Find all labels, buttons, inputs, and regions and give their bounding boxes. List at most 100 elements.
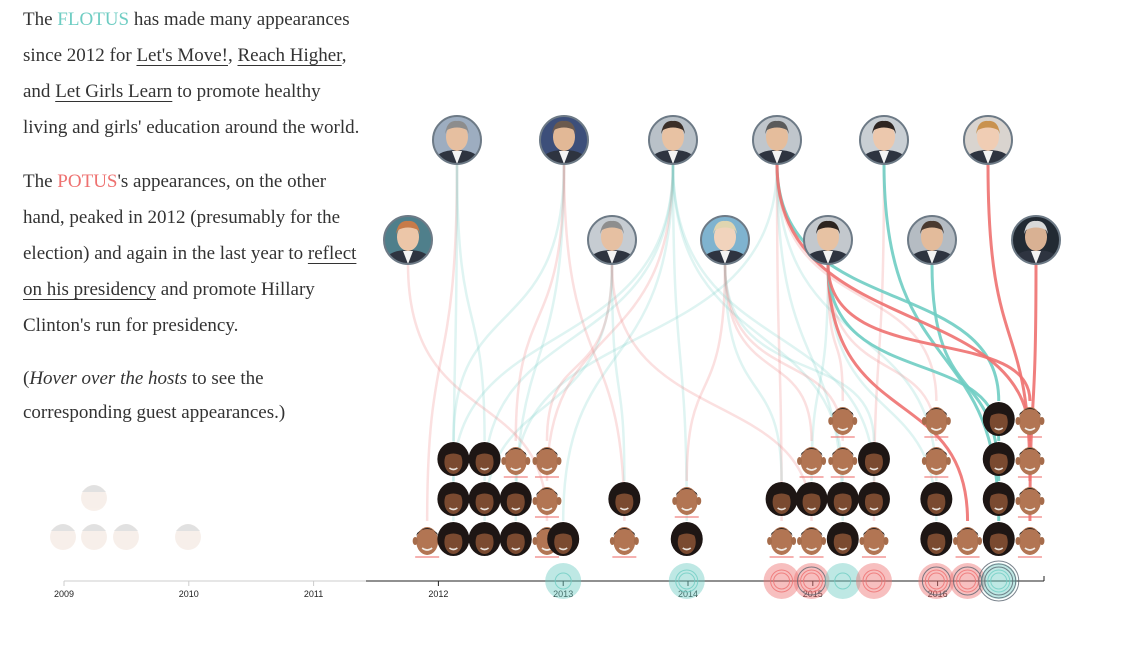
appearance-link (826, 263, 970, 522)
let-girls-learn-link[interactable]: Let Girls Learn (55, 81, 173, 102)
host-portrait-icon[interactable] (803, 215, 853, 265)
appearance-link (723, 263, 876, 442)
axis-tick-label: 2012 (428, 589, 448, 599)
michelle-obama-portrait-icon[interactable] (468, 482, 501, 517)
text-run: The (23, 9, 58, 30)
faded-guest-face (81, 485, 107, 511)
barack-obama-portrait-icon[interactable] (1015, 407, 1045, 438)
appearance-link (452, 163, 566, 442)
barack-obama-portrait-icon[interactable] (797, 447, 827, 478)
faded-guest-face (81, 524, 107, 550)
michelle-obama-portrait-icon[interactable] (608, 482, 641, 517)
timeline-circle (855, 563, 892, 599)
text-run: to promote healthy living and girls' edu… (23, 81, 360, 138)
axis-tick-label: 2009 (54, 589, 74, 599)
barack-obama-portrait-icon[interactable] (859, 527, 889, 558)
text-run: has made many appearances since 2012 for (23, 9, 350, 66)
barack-obama-portrait-icon[interactable] (672, 487, 702, 518)
barack-obama-portrait-icon[interactable] (1015, 527, 1045, 558)
michelle-obama-portrait-icon[interactable] (547, 522, 580, 557)
appearance-link (452, 163, 675, 482)
text-run: ( (23, 368, 30, 389)
michelle-obama-portrait-icon[interactable] (857, 442, 890, 477)
barack-obama-portrait-icon[interactable] (1015, 487, 1045, 518)
barack-obama-portrait-icon[interactable] (532, 447, 562, 478)
host-portrait-icon[interactable] (1011, 215, 1061, 265)
timeline-circles (545, 560, 1020, 602)
host-portrait-icon[interactable] (907, 215, 957, 265)
hover-hint: Hover over the hosts (29, 368, 188, 389)
host-portrait-icon[interactable] (963, 115, 1013, 165)
michelle-obama-portrait-icon[interactable] (437, 482, 470, 517)
text-run: and promote Hillary Clinton's run for pr… (23, 279, 315, 336)
host-portrait-icon[interactable] (700, 215, 750, 265)
host-portrait-icon[interactable] (648, 115, 698, 165)
appearance-link (514, 163, 779, 482)
narrative-paragraph-potus: The POTUS's appearances, on the other ha… (23, 164, 363, 344)
michelle-obama-portrait-icon[interactable] (920, 522, 953, 557)
host-portrait-icon[interactable] (383, 215, 433, 265)
host-portrait-icon[interactable] (859, 115, 909, 165)
barack-obama-portrait-icon[interactable] (921, 407, 951, 438)
text-run: , (228, 45, 238, 66)
michelle-obama-portrait-icon[interactable] (920, 482, 953, 517)
host-portrait-icon[interactable] (539, 115, 589, 165)
reach-higher-link[interactable]: Reach Higher (237, 45, 342, 66)
appearance-link (671, 163, 689, 522)
timeline-circle (918, 563, 955, 599)
barack-obama-portrait-icon[interactable] (609, 527, 639, 558)
appearance-link (610, 263, 626, 482)
barack-obama-portrait-icon[interactable] (797, 527, 827, 558)
michelle-obama-portrait-icon[interactable] (795, 482, 828, 517)
year-axis: 2009 2010 2011 2012 2013 2014 2015 2016 (54, 576, 1045, 599)
barack-obama-portrait-icon[interactable] (1015, 447, 1045, 478)
appearance-link (562, 163, 626, 522)
michelle-obama-portrait-icon[interactable] (670, 522, 703, 557)
appearance-link (483, 163, 675, 482)
axis-tick-label: 2016 (928, 589, 948, 599)
michelle-obama-portrait-icon[interactable] (437, 522, 470, 557)
barack-obama-portrait-icon[interactable] (921, 447, 951, 478)
barack-obama-portrait-icon[interactable] (532, 487, 562, 518)
appearance-link (775, 163, 1001, 402)
host-portrait-icon[interactable] (587, 215, 637, 265)
michelle-obama-portrait-icon[interactable] (468, 522, 501, 557)
michelle-obama-portrait-icon[interactable] (468, 442, 501, 477)
barack-obama-portrait-icon[interactable] (767, 527, 797, 558)
barack-obama-portrait-icon[interactable] (828, 407, 858, 438)
flotus-highlight: FLOTUS (57, 9, 130, 30)
michelle-obama-portrait-icon[interactable] (765, 482, 798, 517)
appearance-link (425, 163, 459, 522)
host-portrait-icon[interactable] (432, 115, 482, 165)
michelle-obama-portrait-icon[interactable] (826, 482, 859, 517)
michelle-obama-portrait-icon[interactable] (982, 402, 1015, 437)
timeline-circle (668, 563, 705, 599)
michelle-obama-portrait-icon[interactable] (982, 522, 1015, 557)
michelle-obama-portrait-icon[interactable] (982, 442, 1015, 477)
appearance-link (775, 163, 938, 482)
faded-guest-face (113, 524, 139, 550)
barack-obama-portrait-icon[interactable] (953, 527, 983, 558)
text-run: The (23, 171, 58, 192)
host-portrait-icon[interactable] (752, 115, 802, 165)
timeline-circle (793, 563, 830, 599)
barack-obama-portrait-icon[interactable] (501, 447, 531, 478)
timeline-circle (545, 563, 582, 599)
michelle-obama-portrait-icon[interactable] (499, 522, 532, 557)
appearance-link (723, 263, 783, 482)
michelle-obama-portrait-icon[interactable] (857, 482, 890, 517)
michelle-obama-portrait-icon[interactable] (826, 522, 859, 557)
michelle-obama-portrait-icon[interactable] (437, 442, 470, 477)
lets-move-link[interactable]: Let's Move! (136, 45, 228, 66)
michelle-obama-portrait-icon[interactable] (499, 482, 532, 517)
michelle-obama-portrait-icon[interactable] (982, 482, 1015, 517)
appearance-link (514, 163, 566, 442)
timeline-circle (978, 560, 1020, 602)
reflect-on-presidency-link[interactable]: reflect on his presidency (23, 243, 357, 300)
appearance-link (826, 263, 845, 402)
barack-obama-portrait-icon[interactable] (828, 447, 858, 478)
appearance-link (545, 263, 614, 442)
barack-obama-portrait-icon[interactable] (412, 527, 442, 558)
appearance-link (775, 163, 1032, 442)
